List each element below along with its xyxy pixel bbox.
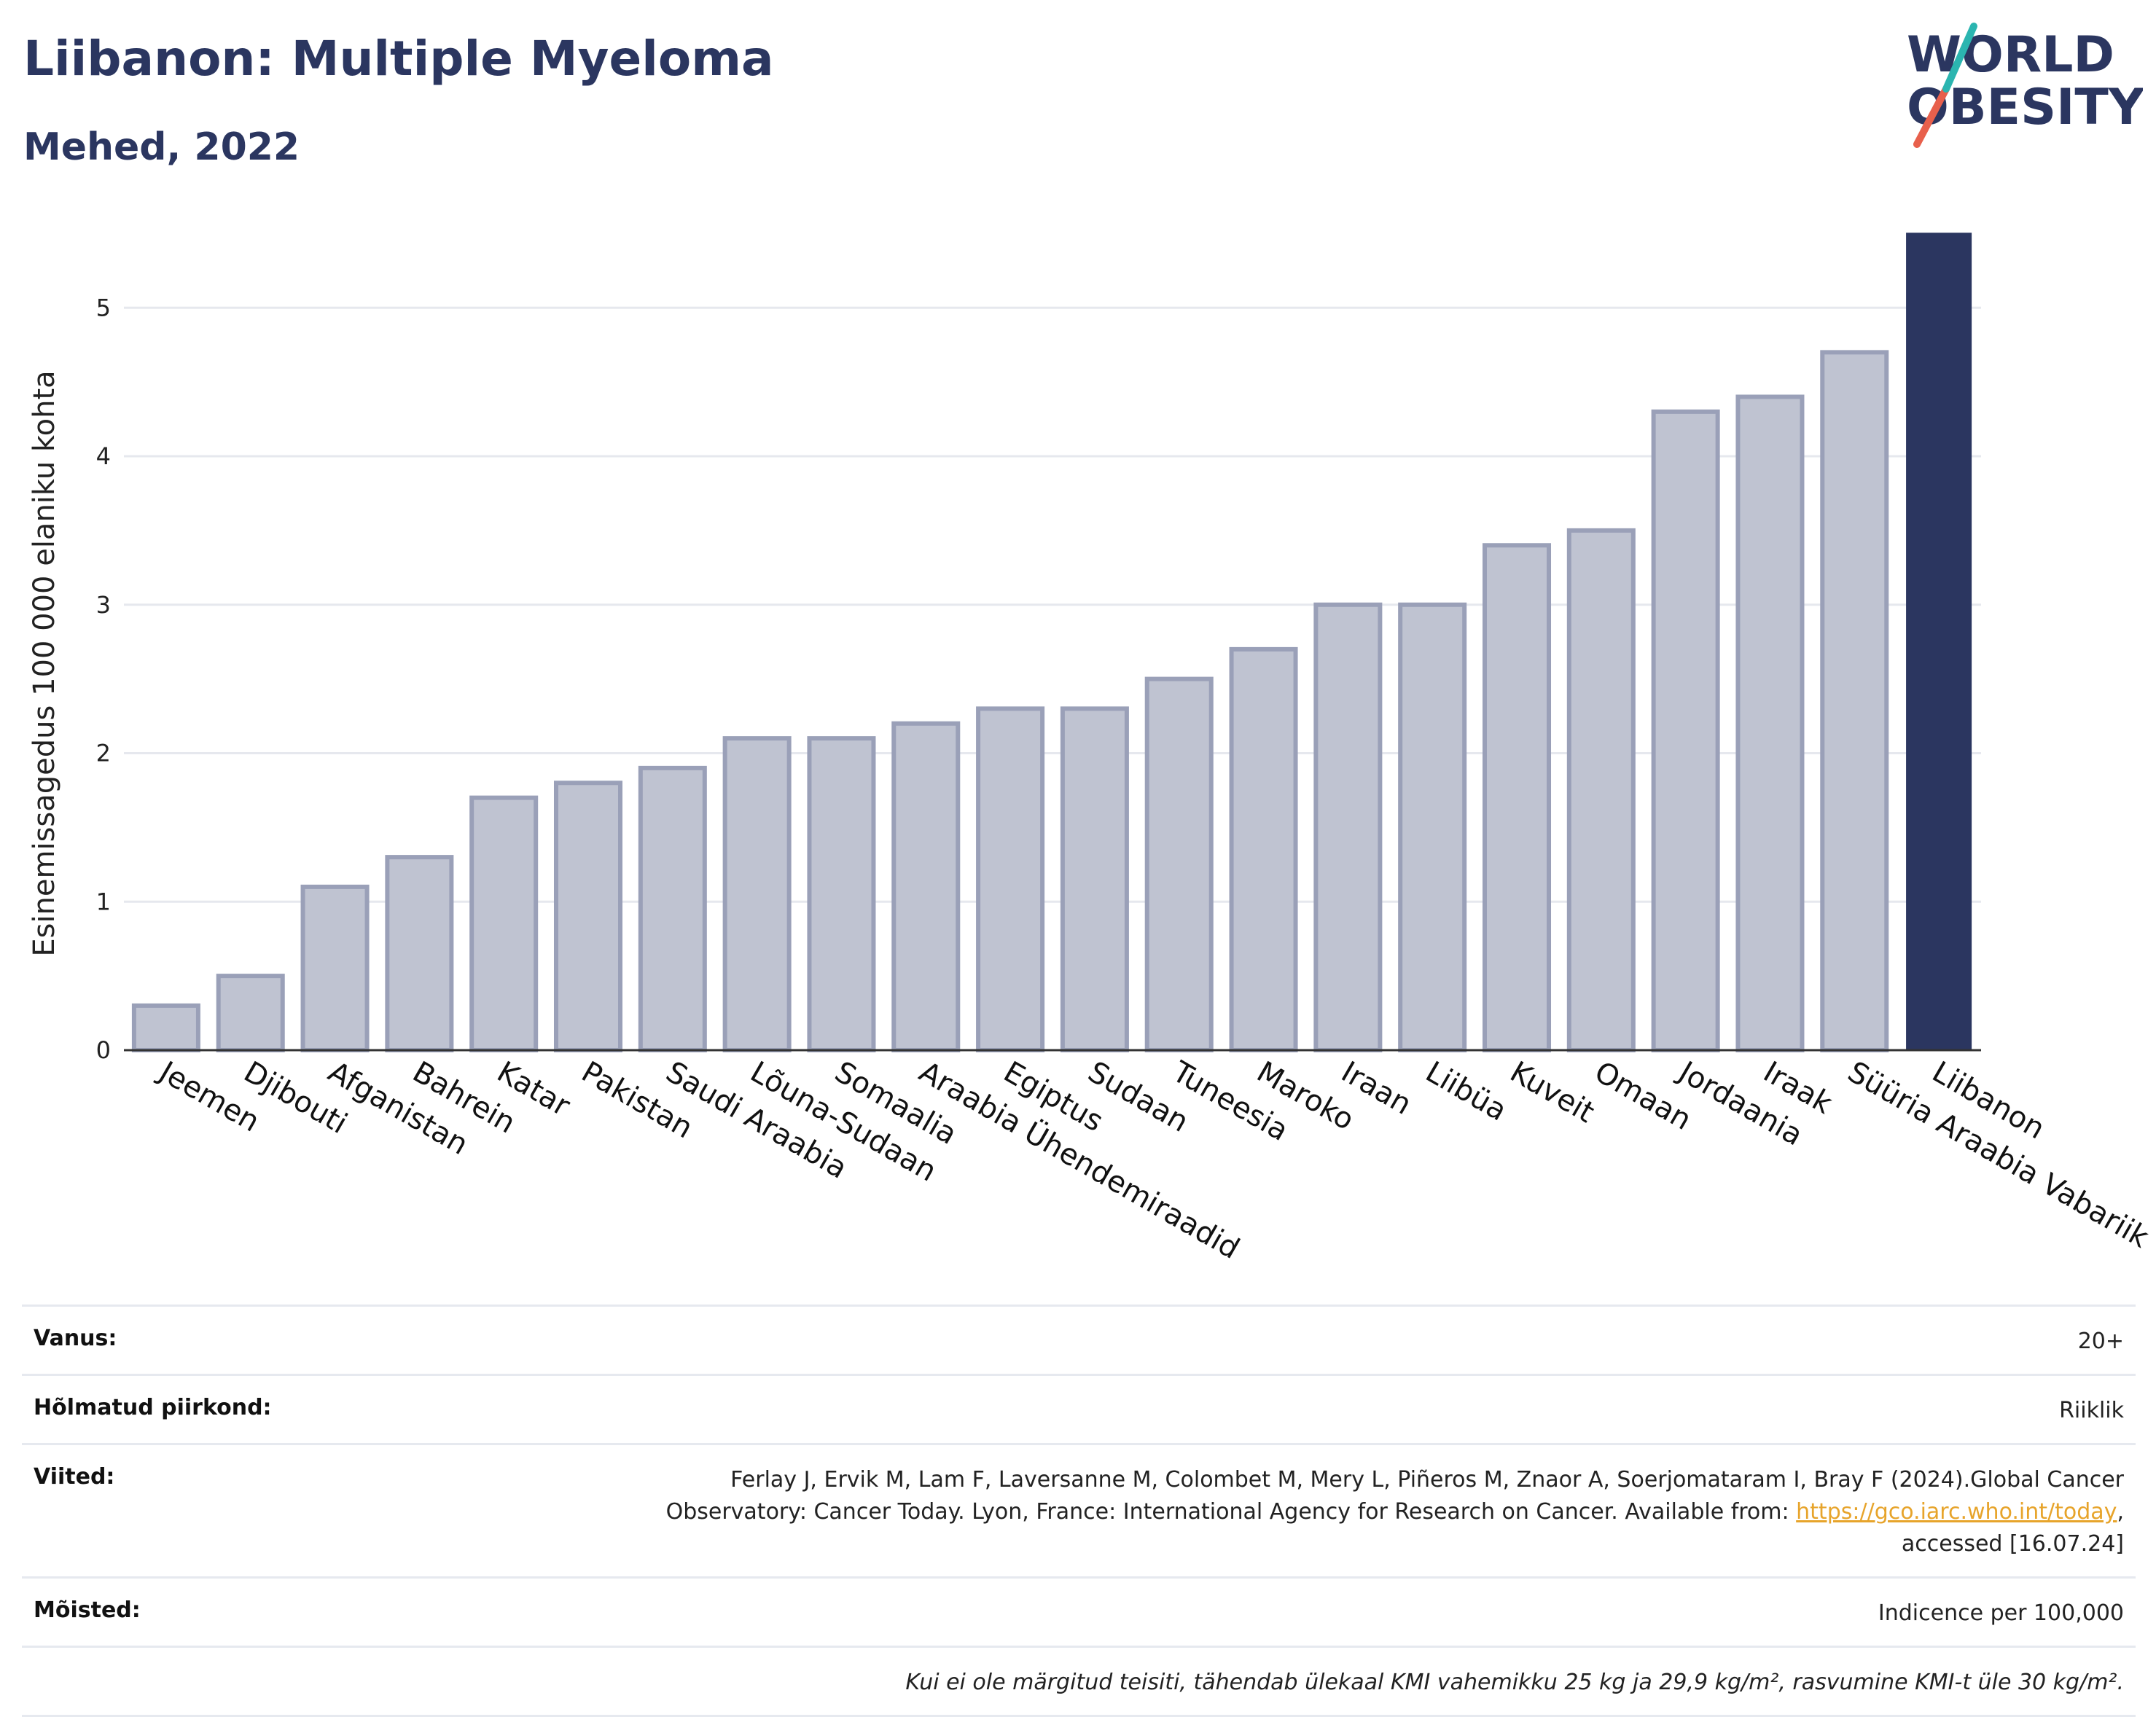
bar-iraak bbox=[1735, 394, 1805, 1052]
info-row-references: Viited: Ferlay J, Ervik M, Lam F, Lavers… bbox=[22, 1443, 2136, 1576]
references-text: Ferlay J, Ervik M, Lam F, Laversanne M, … bbox=[665, 1467, 2124, 1525]
bar-bahrein bbox=[385, 855, 454, 1052]
bar-sudaan bbox=[1060, 706, 1129, 1052]
bar-araabia-ühendemiraadid bbox=[891, 721, 961, 1052]
y-tick-label: 4 bbox=[96, 442, 111, 470]
bar-maroko bbox=[1229, 646, 1298, 1052]
logo-slash-bottom bbox=[1913, 85, 1950, 148]
bar-jeemen bbox=[131, 1003, 200, 1052]
definitions-value: Indicence per 100,000 bbox=[1878, 1600, 2124, 1626]
x-tick-label: Omaan bbox=[1589, 1055, 1697, 1137]
bar-pakistan bbox=[553, 781, 623, 1052]
references-link[interactable]: https://gco.iarc.who.int/today bbox=[1796, 1499, 2117, 1525]
x-tick-label: Liibüa bbox=[1420, 1055, 1512, 1128]
info-table: Vanus: 20+ Hõlmatud piirkond: Riiklik Vi… bbox=[22, 1305, 2136, 1717]
page-title: Liibanon: Multiple Myeloma bbox=[23, 31, 774, 87]
info-row-footnote: Kui ei ole märgitud teisiti, tähendab ül… bbox=[22, 1646, 2136, 1717]
info-row-definitions: Mõisted: Indicence per 100,000 bbox=[22, 1576, 2136, 1646]
bar-liibanon bbox=[1906, 232, 1972, 1051]
region-value: Riiklik bbox=[2059, 1398, 2124, 1423]
footnote-text: Kui ei ole märgitud teisiti, tähendab ül… bbox=[905, 1670, 2124, 1695]
references-label: Viited: bbox=[34, 1464, 115, 1490]
references-accessed: , accessed [16.07.24] bbox=[1901, 1499, 2124, 1557]
bar-saudi-araabia bbox=[638, 765, 707, 1052]
y-tick-label: 3 bbox=[96, 591, 111, 619]
bar-süüria-araabia-vabariik bbox=[1820, 350, 1889, 1052]
logo-slash-top bbox=[1942, 23, 1977, 93]
info-row-age: Vanus: 20+ bbox=[22, 1305, 2136, 1374]
info-row-region: Hõlmatud piirkond: Riiklik bbox=[22, 1374, 2136, 1443]
y-tick-label: 5 bbox=[96, 294, 111, 321]
bar-jordaania bbox=[1651, 409, 1720, 1052]
bar-omaan bbox=[1566, 528, 1636, 1052]
x-tick-label: Süüria Araabia Vabariik bbox=[1842, 1055, 2155, 1255]
bar-lõuna-sudaan bbox=[722, 736, 792, 1052]
y-tick-label: 1 bbox=[96, 888, 111, 915]
y-tick-label: 0 bbox=[96, 1036, 111, 1064]
world-obesity-logo: WORLD OBESITY bbox=[1907, 23, 2143, 148]
references-value: Ferlay J, Ervik M, Lam F, Laversanne M, … bbox=[593, 1464, 2124, 1560]
x-tick-label: Kuveit bbox=[1504, 1055, 1600, 1130]
bar-chart: 012345JeemenDjiboutiAfganistanBahreinKat… bbox=[28, 232, 2155, 1266]
bar-djibouti bbox=[216, 974, 285, 1052]
age-value: 20+ bbox=[2077, 1329, 2124, 1354]
y-axis-label: Esinemissagedus 100 000 elaniku kohta bbox=[28, 370, 61, 956]
bar-egiptus bbox=[976, 706, 1045, 1052]
bar-liibüa bbox=[1398, 602, 1467, 1052]
definitions-label: Mõisted: bbox=[34, 1597, 141, 1623]
bars bbox=[131, 232, 1972, 1052]
region-label: Hõlmatud piirkond: bbox=[34, 1395, 272, 1420]
bar-afganistan bbox=[300, 884, 370, 1052]
logo-word-1: WORLD bbox=[1907, 26, 2114, 84]
age-label: Vanus: bbox=[34, 1326, 117, 1351]
bar-tuneesia bbox=[1144, 676, 1214, 1052]
bar-kuveit bbox=[1482, 543, 1552, 1052]
y-tick-label: 2 bbox=[96, 740, 111, 767]
bar-somaalia bbox=[807, 736, 876, 1052]
page-subtitle: Mehed, 2022 bbox=[23, 125, 300, 169]
bar-iraan bbox=[1313, 602, 1383, 1052]
bar-katar bbox=[469, 795, 539, 1052]
